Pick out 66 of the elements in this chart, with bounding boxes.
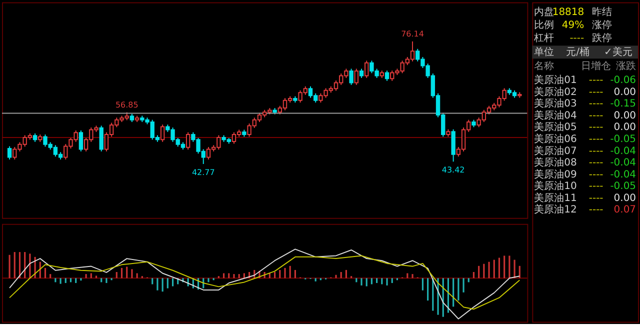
data-label: -0.04 <box>610 169 636 180</box>
data-label: -0.04 <box>610 146 636 157</box>
text: 比例 <box>534 19 554 32</box>
text: ---- <box>588 75 604 86</box>
category-label: 美原油11 <box>534 192 577 204</box>
text: ---- <box>588 169 604 180</box>
text: 跌停 <box>592 32 612 44</box>
data-label: 0.00 <box>614 122 636 134</box>
data-label: -0.05 <box>610 134 636 146</box>
text: ✓美元 <box>604 46 632 58</box>
text: 49% <box>562 20 584 32</box>
category-label: 美原油08 <box>534 156 577 169</box>
text: 元/桶 <box>566 46 590 58</box>
candlestick <box>99 125 104 152</box>
text: ---- <box>588 134 604 146</box>
category-label: 美原油01 <box>534 74 577 86</box>
text: 名称 <box>534 60 554 72</box>
text: ---- <box>588 98 604 110</box>
text: ---- <box>588 146 604 157</box>
text: 18818 <box>552 7 584 18</box>
candlestick <box>349 68 354 86</box>
category-label: 美原油04 <box>534 109 577 122</box>
data-label: -0.06 <box>610 75 636 86</box>
legend-title: 涨跌 <box>616 60 636 72</box>
text: ---- <box>588 86 604 98</box>
annotation: 42.77 <box>192 168 215 177</box>
text: 杠杆 <box>533 32 554 44</box>
candlestick <box>364 60 369 78</box>
candlestick <box>384 70 390 82</box>
candlestick <box>78 130 84 152</box>
data-label: 0.00 <box>614 192 636 204</box>
data-label: -0.15 <box>610 98 636 110</box>
candlestick <box>359 68 364 78</box>
text: ---- <box>588 122 604 134</box>
category-label: 美原油09 <box>534 168 577 180</box>
annotation: 43.42 <box>442 166 465 175</box>
candlestick <box>7 146 12 160</box>
text: 单位 <box>534 46 554 58</box>
category-label: 美原油05 <box>534 121 577 134</box>
text: ---- <box>588 204 604 216</box>
text: 内盘 <box>534 6 554 18</box>
category-label: 美原油12 <box>534 204 577 216</box>
category-label: 美原油10 <box>534 180 577 192</box>
data-label: -0.05 <box>610 181 636 192</box>
text: ---- <box>588 192 604 204</box>
category-label: 美原油02 <box>534 86 577 98</box>
candlestick <box>186 132 190 150</box>
category-label: 美原油03 <box>534 98 577 110</box>
text: ---- <box>570 33 584 44</box>
data-label: 0.00 <box>614 86 636 98</box>
text: 日增仓 <box>581 60 612 72</box>
annotation: 76.14 <box>401 29 424 38</box>
text: 涨停 <box>592 19 612 32</box>
data-label: 0.07 <box>614 204 636 216</box>
candlestick <box>160 124 165 142</box>
data-label: 0.00 <box>614 110 636 122</box>
text: ---- <box>588 110 604 122</box>
text: ---- <box>588 181 604 192</box>
candlestick <box>451 128 456 162</box>
category-label: 美原油07 <box>534 144 577 157</box>
candlestick <box>354 68 358 86</box>
text: 昨结 <box>592 6 612 18</box>
annotation: 56.85 <box>115 100 138 110</box>
data-label: -0.04 <box>610 158 636 169</box>
text: ---- <box>588 158 604 169</box>
category-label: 美原油06 <box>534 133 577 146</box>
